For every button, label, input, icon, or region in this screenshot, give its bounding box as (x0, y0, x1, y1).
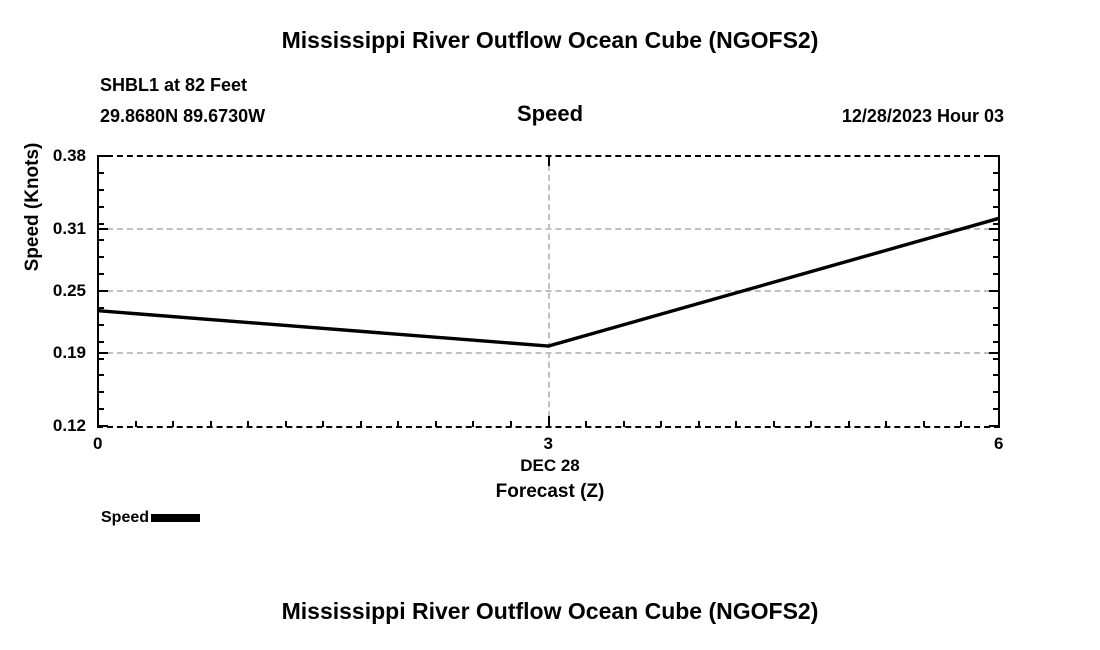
x-axis-title: Forecast (Z) (495, 481, 605, 502)
y-tick-major-right (989, 227, 1000, 230)
y-tick-minor-right (993, 340, 1000, 343)
y-tick-minor (97, 340, 104, 343)
x-tick-minor (209, 421, 212, 427)
y-tick-major (97, 425, 108, 427)
y-axis-tick-label: 0.25 (52, 281, 86, 300)
x-tick-minor (322, 421, 325, 427)
y-tick-minor-right (993, 323, 1000, 326)
y-tick-major-right (989, 352, 1000, 355)
y-tick-minor-right (993, 188, 1000, 191)
legend: Speed (101, 509, 201, 527)
y-tick-major (97, 155, 108, 157)
y-tick-minor (97, 188, 104, 191)
gridline-vertical (547, 155, 550, 427)
y-tick-minor (97, 205, 104, 208)
y-tick-minor-right (993, 222, 1000, 225)
y-tick-minor (97, 273, 104, 276)
x-tick-minor (735, 421, 738, 427)
y-axis-tick-label: 0.38 (52, 146, 86, 165)
y-axis-tick-label: 0.31 (52, 218, 86, 238)
y-tick-minor (97, 239, 104, 242)
x-tick-major-top (547, 155, 550, 166)
y-tick-minor-right (993, 408, 1000, 411)
coordinates-label: 29.8680N 89.6730W (100, 106, 266, 126)
x-tick-major-top (97, 155, 99, 166)
legend-label-speed: Speed (101, 509, 150, 526)
chart-subtitle: Speed (516, 101, 584, 126)
x-tick-minor (472, 421, 475, 427)
y-tick-minor-right (993, 239, 1000, 242)
x-tick-minor (434, 421, 437, 427)
x-tick-minor (922, 421, 925, 427)
y-tick-minor (97, 374, 104, 377)
y-tick-major (97, 227, 108, 230)
y-tick-minor-right (993, 306, 1000, 309)
page-title-bottom: Mississippi River Outflow Ocean Cube (NG… (281, 598, 819, 624)
y-tick-minor-right (993, 391, 1000, 394)
x-tick-minor (697, 421, 700, 427)
x-tick-minor (397, 421, 400, 427)
y-tick-minor (97, 391, 104, 394)
series-line-speed (97, 216, 1000, 348)
y-tick-minor-right (993, 374, 1000, 377)
y-tick-major-right (989, 425, 1000, 427)
x-tick-minor (810, 421, 813, 427)
y-axis-tick-label: 0.12 (52, 416, 86, 435)
x-tick-minor (847, 421, 850, 427)
x-tick-minor (509, 421, 512, 427)
y-tick-minor (97, 222, 104, 225)
x-tick-minor (172, 421, 175, 427)
y-tick-minor-right (993, 290, 1000, 292)
y-tick-minor-right (993, 205, 1000, 208)
legend-swatch-speed (151, 514, 201, 522)
y-tick-minor (97, 357, 104, 360)
x-axis-tick-label: 3 (543, 434, 553, 453)
date-hour-label: 12/28/2023 Hour 03 (841, 106, 1004, 126)
page-title-top: Mississippi River Outflow Ocean Cube (NG… (281, 27, 819, 53)
axis-line-bottom (97, 426, 1000, 428)
x-tick-minor (284, 421, 287, 427)
x-tick-minor (660, 421, 663, 427)
y-axis-title: Speed (Knots) (22, 142, 43, 272)
y-tick-minor (97, 323, 104, 326)
x-tick-minor (772, 421, 775, 427)
y-tick-major-right (989, 155, 1000, 157)
x-tick-minor (547, 421, 550, 427)
y-axis-tick-label: 0.19 (52, 343, 86, 363)
x-axis-date-label: DEC 28 (520, 456, 580, 475)
y-tick-minor (97, 290, 104, 292)
x-tick-minor (247, 421, 250, 427)
x-tick-major-top (998, 155, 1000, 166)
x-tick-minor (134, 421, 137, 427)
x-tick-minor (885, 421, 888, 427)
y-tick-minor-right (993, 256, 1000, 259)
y-tick-minor (97, 171, 104, 174)
y-tick-minor-right (993, 171, 1000, 174)
x-tick-minor (359, 421, 362, 427)
series-plot (97, 216, 1000, 348)
y-tick-minor (97, 306, 104, 309)
y-tick-minor-right (993, 273, 1000, 276)
y-tick-minor-right (993, 357, 1000, 360)
x-tick-minor (960, 421, 963, 427)
station-depth-label: SHBL1 at 82 Feet (100, 75, 248, 95)
x-tick-minor (622, 421, 625, 427)
x-tick-minor (585, 421, 588, 427)
y-tick-minor (97, 256, 104, 259)
y-tick-major (97, 352, 108, 355)
y-tick-minor (97, 408, 104, 411)
x-tick-major (97, 416, 99, 427)
x-axis-tick-label: 0 (93, 434, 103, 453)
plot-area (97, 155, 1000, 428)
x-axis-tick-label: 6 (994, 434, 1004, 453)
x-tick-major (998, 416, 1000, 427)
